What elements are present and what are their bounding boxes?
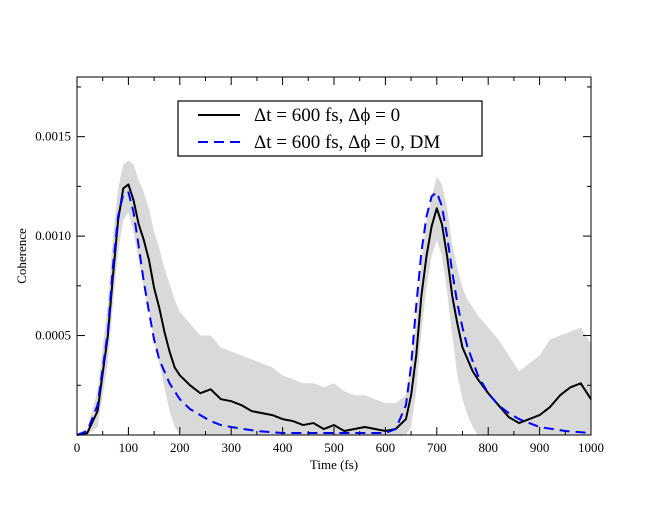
- x-axis-title: Time (fs): [310, 457, 358, 472]
- x-tick-label: 1000: [578, 440, 604, 455]
- uncertainty-band: [77, 160, 591, 435]
- series-line-2: [76, 191, 592, 436]
- x-tick-label: 100: [119, 440, 139, 455]
- x-tick-label: 500: [324, 440, 344, 455]
- x-tick-label: 0: [74, 440, 81, 455]
- tick-layer: 0 100 200 300 400 500 600 700 800 900 1000 0.0005 0.…: [35, 77, 604, 455]
- x-tick-label: 900: [530, 440, 550, 455]
- y-tick-label: 0.0015: [35, 129, 71, 144]
- legend-box: [177, 100, 483, 157]
- legend-label-series-1: Δt = 600 fs, Δϕ = 0: [254, 105, 400, 126]
- x-tick-label: 800: [478, 440, 498, 455]
- uncertainty-band-layer: [77, 160, 591, 435]
- legend-label-series-2: Δt = 600 fs, Δϕ = 0, DM: [254, 132, 440, 153]
- x-tick-label: 700: [427, 440, 447, 455]
- series-layer: [76, 183, 592, 436]
- y-tick-label: 0.0005: [35, 328, 71, 343]
- series-line-1: [76, 183, 592, 436]
- x-tick-label: 300: [221, 440, 241, 455]
- x-tick-label: 400: [273, 440, 293, 455]
- x-tick-label: 200: [170, 440, 190, 455]
- y-axis-title: Coherence: [14, 228, 29, 284]
- legend: Δt = 600 fs, Δϕ = 0 Δt = 600 fs, Δϕ = 0,…: [177, 100, 483, 157]
- x-tick-label: 600: [376, 440, 396, 455]
- y-tick-label: 0.0010: [35, 228, 71, 243]
